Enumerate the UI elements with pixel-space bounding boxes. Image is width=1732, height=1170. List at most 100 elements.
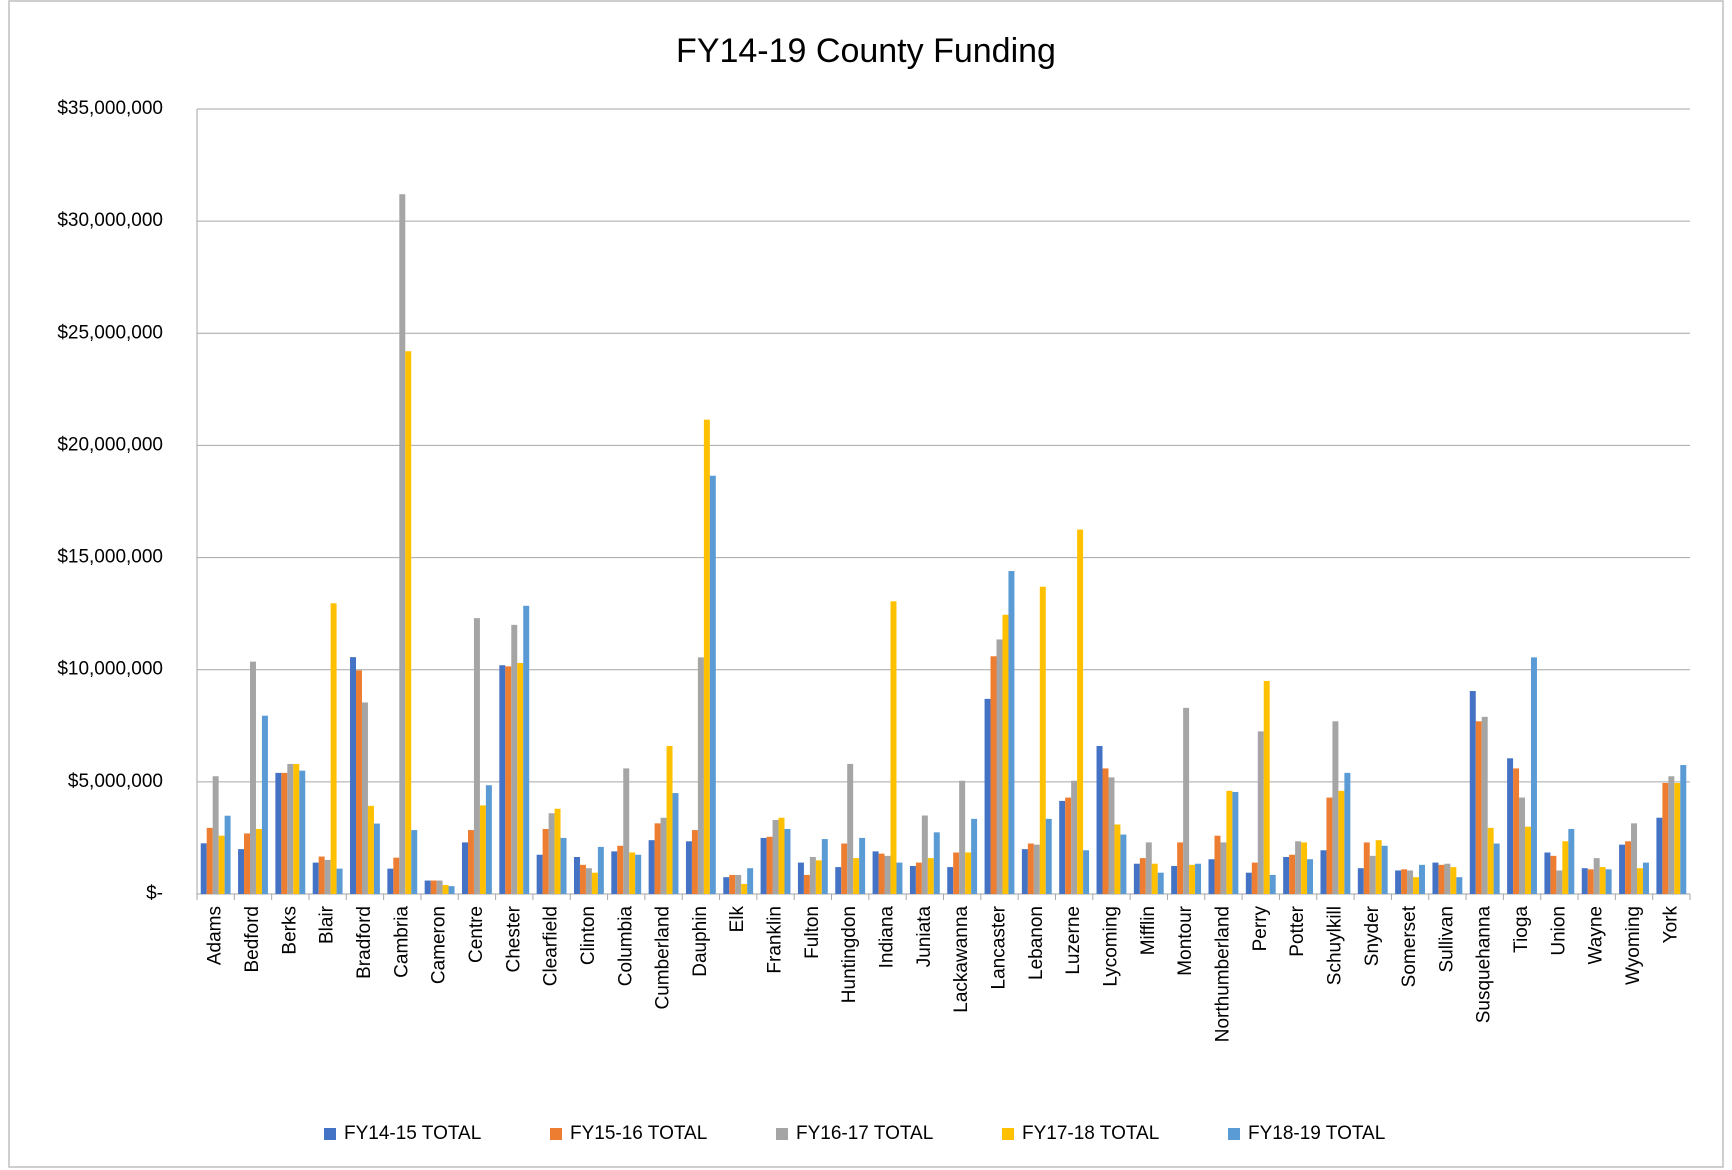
- bar: [1375, 840, 1382, 894]
- x-tick-label: Wyoming: [1623, 906, 1644, 985]
- x-tick-label: Clearfield: [541, 906, 562, 986]
- legend-swatch: [776, 1128, 788, 1140]
- bar: [399, 194, 406, 894]
- bar: [1033, 844, 1040, 894]
- bar: [1065, 797, 1072, 894]
- bar: [666, 745, 673, 894]
- x-tick-label: Indiana: [877, 906, 898, 969]
- bar: [1605, 869, 1612, 894]
- bar: [723, 877, 730, 894]
- bar: [330, 603, 337, 894]
- bar: [1493, 843, 1500, 894]
- bar: [1269, 874, 1276, 894]
- x-tick-label: Union: [1548, 906, 1569, 956]
- x-tick-label: Dauphin: [690, 906, 711, 977]
- legend-label: FY15-16 TOTAL: [570, 1123, 707, 1144]
- bar: [1195, 863, 1202, 894]
- x-tick-label: Lebanon: [1026, 906, 1047, 980]
- bar: [473, 618, 480, 894]
- bar: [1674, 782, 1681, 894]
- bar: [815, 860, 822, 894]
- bar: [984, 698, 991, 894]
- bar: [387, 868, 394, 894]
- legend-label: FY16-17 TOTAL: [796, 1123, 933, 1144]
- bar: [1226, 790, 1233, 894]
- bar: [467, 830, 474, 894]
- bar: [206, 827, 213, 894]
- bar: [299, 770, 306, 894]
- bar: [367, 805, 374, 894]
- bar: [741, 883, 748, 894]
- bar: [835, 867, 842, 894]
- x-tick-label: Lycoming: [1100, 906, 1121, 987]
- bar: [1619, 844, 1626, 894]
- bar: [579, 864, 586, 894]
- bar: [1332, 721, 1339, 894]
- bar: [853, 858, 860, 894]
- bar: [709, 475, 716, 894]
- bar: [448, 886, 455, 894]
- bar: [281, 772, 288, 894]
- bar: [1395, 870, 1402, 894]
- bar: [1157, 872, 1164, 894]
- bar: [312, 862, 319, 894]
- bar: [1214, 835, 1221, 894]
- bar: [542, 828, 549, 894]
- bar: [1507, 758, 1514, 894]
- bar: [1114, 824, 1121, 894]
- bar: [697, 657, 704, 894]
- x-tick-label: Cambria: [391, 906, 412, 978]
- bar: [1625, 841, 1632, 894]
- bar: [729, 874, 736, 894]
- bar: [1257, 731, 1264, 894]
- y-tick-label: $20,000,000: [57, 434, 163, 455]
- bar: [1059, 800, 1066, 894]
- legend-label: FY14-15 TOTAL: [344, 1123, 481, 1144]
- bar: [996, 639, 1003, 894]
- x-tick-label: Cumberland: [653, 906, 674, 1010]
- bar: [244, 833, 251, 894]
- bar: [821, 839, 828, 894]
- legend-swatch: [1228, 1128, 1240, 1140]
- bar: [1475, 721, 1482, 894]
- x-tick-label: Franklin: [765, 906, 786, 974]
- x-tick-label: Susquehanna: [1474, 906, 1495, 1024]
- bar: [760, 837, 767, 894]
- bar: [361, 702, 368, 894]
- bar: [635, 854, 642, 894]
- bar: [356, 670, 362, 894]
- bar: [261, 715, 268, 894]
- bar: [872, 851, 879, 894]
- x-tick-label: Elk: [727, 906, 748, 933]
- bar: [1008, 571, 1015, 894]
- bar: [915, 862, 922, 894]
- bar: [933, 832, 940, 894]
- bar: [1432, 862, 1439, 894]
- bar: [1145, 842, 1152, 894]
- bar: [1642, 862, 1649, 894]
- x-tick-label: Centre: [466, 906, 487, 963]
- bar: [660, 817, 667, 894]
- bar: [430, 880, 437, 894]
- x-tick-label: Snyder: [1362, 905, 1383, 966]
- bar: [971, 818, 978, 894]
- bar: [255, 828, 262, 894]
- bar: [1587, 869, 1594, 894]
- legend-swatch: [550, 1128, 562, 1140]
- bar: [921, 815, 928, 894]
- bar: [1450, 867, 1457, 894]
- bar: [1283, 856, 1290, 894]
- bar: [238, 849, 245, 894]
- chart-border: [8, 0, 1724, 1168]
- bar: [1108, 777, 1115, 894]
- x-tick-label: Montour: [1175, 905, 1196, 975]
- x-tick-label: Luzerne: [1063, 906, 1084, 975]
- bar: [1083, 850, 1090, 894]
- bar: [1662, 782, 1669, 894]
- bar: [990, 656, 997, 894]
- x-tick-label: Bedford: [242, 906, 263, 973]
- bar: [585, 868, 592, 894]
- bar: [1636, 868, 1643, 894]
- bar: [1444, 863, 1451, 894]
- bar: [1562, 841, 1569, 894]
